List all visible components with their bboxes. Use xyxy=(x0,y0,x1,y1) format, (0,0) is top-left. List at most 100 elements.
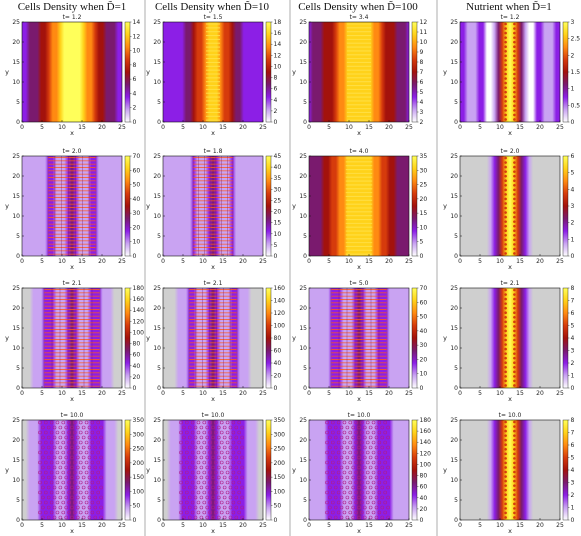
y-tick-label: 0 xyxy=(454,385,458,392)
colorbar-tick-label: 10 xyxy=(133,239,141,246)
colorbar-tick-label: 150 xyxy=(274,474,286,481)
colorbar-tick-label: 100 xyxy=(133,488,145,495)
y-tick-label: 0 xyxy=(454,517,458,524)
time-label: t= 10.0 xyxy=(202,412,225,419)
heatmap-panel: t= 10.0 0 5 10 15 20 25 x 0 5 10 15 20 25 y 0 1 2 3 4 5 6 7 8 xyxy=(443,412,574,535)
colorbar-tick-label: 14 xyxy=(274,41,282,48)
colorbar-tick-label: 5 xyxy=(571,323,575,330)
x-tick-label: 25 xyxy=(118,124,126,131)
time-label: t= 1.5 xyxy=(204,14,223,21)
colorbar-tick-label: 40 xyxy=(133,363,141,370)
colorbar-tick-label: 80 xyxy=(420,473,428,480)
colorbar-tick-label: 10 xyxy=(274,63,282,70)
y-tick-label: 10 xyxy=(299,79,307,86)
y-tick-label: 0 xyxy=(454,119,458,126)
colorbar-tick-label: 0 xyxy=(420,385,424,392)
heatmap-panel: t= 2.1 0 5 10 15 20 25 x 0 5 10 15 20 25 y 0 20 40 60 80 100… xyxy=(5,280,144,403)
x-axis-label: x xyxy=(211,263,215,271)
x-tick-label: 0 xyxy=(307,522,311,529)
colorbar-tick-label: 8 xyxy=(274,75,278,82)
x-tick-label: 25 xyxy=(556,124,564,131)
y-tick-label: 5 xyxy=(303,99,307,106)
y-tick-label: 25 xyxy=(153,153,161,160)
heatmap-panel: t= 2.0 0 5 10 15 20 25 x 0 5 10 15 20 25 y 0 10 20 30 40 50 6… xyxy=(5,148,140,271)
colorbar-tick-label: 160 xyxy=(133,296,145,303)
plot-frame xyxy=(459,21,561,123)
colorbar-tick-label: 3 xyxy=(571,480,575,487)
time-label: t= 10.0 xyxy=(348,412,371,419)
density-field xyxy=(460,420,560,520)
time-label: t= 2.0 xyxy=(501,148,520,155)
plot-frame xyxy=(459,419,561,521)
colorbar-tick-label: 0 xyxy=(133,119,137,126)
x-tick-label: 25 xyxy=(118,522,126,529)
x-tick-label: 15 xyxy=(78,258,86,265)
colorbar-tick-label: 1 xyxy=(571,236,575,243)
y-tick-label: 5 xyxy=(157,497,161,504)
colorbar-tick-label: 40 xyxy=(133,196,141,203)
y-tick-label: 25 xyxy=(153,285,161,292)
y-tick-label: 0 xyxy=(16,517,20,524)
x-tick-label: 20 xyxy=(98,124,106,131)
colorbar-tick-label: 150 xyxy=(133,474,145,481)
heatmap-panel: t= 1.2 0 5 10 15 20 25 x 0 5 10 15 20 25 y 0 0.5 1 1.5 2 2.5… xyxy=(443,14,580,137)
colorbar-tick-label: 8 xyxy=(133,62,137,69)
pattern-marks xyxy=(504,22,516,121)
x-tick-label: 5 xyxy=(478,390,482,397)
colorbar-tick-label: 0 xyxy=(274,385,278,392)
colorbar-tick-label: 6 xyxy=(274,86,278,93)
y-tick-label: 15 xyxy=(450,193,458,200)
colorbar-tick-label: 350 xyxy=(133,417,145,424)
x-tick-label: 20 xyxy=(385,390,393,397)
y-tick-label: 15 xyxy=(12,193,20,200)
y-tick-label: 25 xyxy=(299,19,307,26)
time-label: t= 2.1 xyxy=(501,280,520,287)
density-field xyxy=(22,288,122,388)
x-axis-label: x xyxy=(508,263,512,271)
x-tick-label: 10 xyxy=(199,258,207,265)
colorbar-tick-label: 7 xyxy=(420,69,424,76)
x-axis-label: x xyxy=(70,527,74,535)
density-field xyxy=(309,156,409,256)
y-tick-label: 0 xyxy=(16,253,20,260)
colorbar xyxy=(411,287,418,389)
colorbar-tick-label: 9 xyxy=(420,49,424,56)
heatmap-panel: t= 10.0 0 5 10 15 20 25 x 0 5 10 15 20 25 y 0 20 40 60 80 10… xyxy=(292,412,431,535)
x-tick-label: 10 xyxy=(58,124,66,131)
density-field xyxy=(163,288,263,388)
heatmap-panel: t= 5.0 0 5 10 15 20 25 x 0 5 10 15 20 25 y 0 10 20 30 40 50 6… xyxy=(292,280,427,403)
y-axis-label: y xyxy=(443,202,447,210)
colorbar-tick-label: 10 xyxy=(133,48,141,55)
y-axis-label: y xyxy=(292,202,296,210)
heatmap-panel: t= 2.0 0 5 10 15 20 25 x 0 5 10 15 20 25 y 0 1 2 3 4 5 6 xyxy=(443,148,574,271)
colorbar-tick-label: 160 xyxy=(274,285,286,292)
colorbar-tick-label: 25 xyxy=(274,197,282,204)
y-tick-label: 25 xyxy=(12,19,20,26)
colorbar-tick-label: 2 xyxy=(571,360,575,367)
y-tick-label: 15 xyxy=(450,59,458,66)
colorbar-tick-label: 30 xyxy=(420,167,428,174)
colorbar-tick-label: 5 xyxy=(274,242,278,249)
x-tick-label: 20 xyxy=(239,522,247,529)
colorbar-tick-label: 100 xyxy=(274,488,286,495)
y-tick-label: 15 xyxy=(450,325,458,332)
pattern-marks xyxy=(504,420,516,519)
y-tick-label: 10 xyxy=(12,79,20,86)
y-tick-label: 15 xyxy=(299,457,307,464)
y-axis-label: y xyxy=(146,334,150,342)
x-tick-label: 25 xyxy=(556,258,564,265)
y-tick-label: 5 xyxy=(16,497,20,504)
x-tick-label: 0 xyxy=(458,390,462,397)
y-tick-label: 25 xyxy=(450,417,458,424)
density-field xyxy=(309,22,409,122)
y-tick-label: 10 xyxy=(299,345,307,352)
pattern-marks xyxy=(47,156,97,256)
x-axis-label: x xyxy=(508,395,512,403)
heatmap-panel: t= 1.5 0 5 10 15 20 25 x 0 5 10 15 20 25 y 0 2 4 6 8 10 12 14 1… xyxy=(146,14,281,137)
colorbar-tick-label: 60 xyxy=(420,484,428,491)
colorbar-tick-label: 0 xyxy=(571,119,575,126)
colorbar xyxy=(265,419,272,521)
x-tick-label: 15 xyxy=(78,522,86,529)
time-label: t= 4.0 xyxy=(350,148,369,155)
plot-frame xyxy=(21,419,123,521)
